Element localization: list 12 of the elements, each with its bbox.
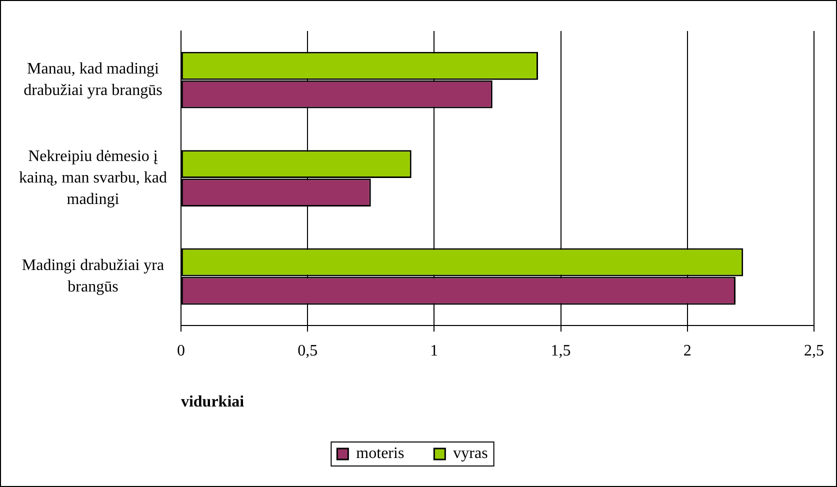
y-tick-label: Nekreipiu dėmesio į kainą, man svarbu, kad madingi: [19, 148, 167, 208]
x-tick-label: 0,5: [298, 342, 318, 360]
legend-label: moteris: [356, 445, 404, 462]
y-tick-label: Madingi drabužiai yra brangūs: [22, 256, 164, 296]
x-tick-label: 0: [176, 342, 185, 360]
legend-label: vyras: [453, 445, 488, 462]
y-tick-label: Manau, kad madingi drabužiai yra brangūs: [24, 60, 162, 100]
x-tick-label: 1: [430, 342, 438, 360]
x-tick-label: 1,5: [550, 342, 571, 360]
x-axis-title: vidurkiai: [180, 394, 245, 411]
x-tick-label: 2,5: [804, 342, 824, 360]
x-tick-label: 2: [683, 342, 692, 360]
